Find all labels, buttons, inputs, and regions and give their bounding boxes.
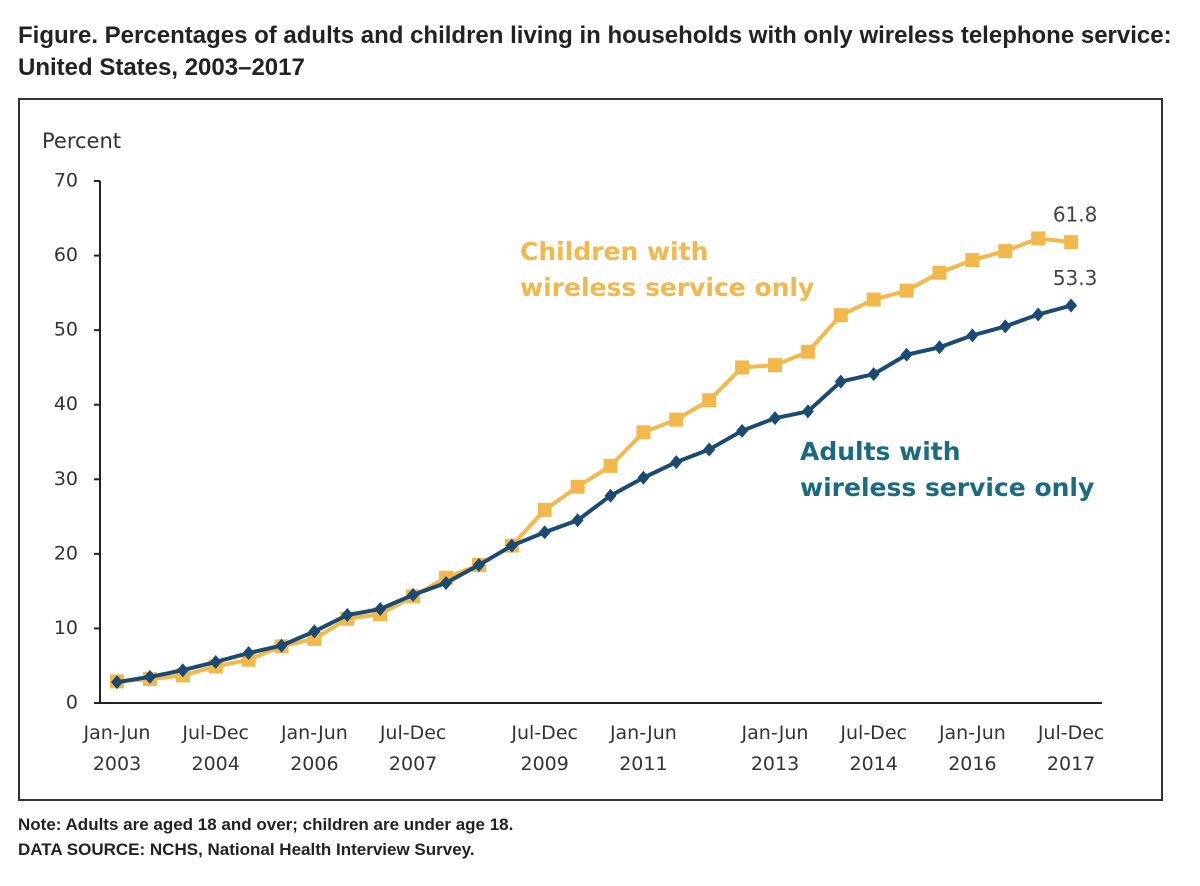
data-point: [866, 292, 881, 307]
x-tick-label: Jul-Dec 2014: [840, 722, 907, 775]
data-point: [472, 558, 485, 573]
data-point: [801, 404, 814, 419]
data-point: [965, 253, 980, 268]
annotation: wireless service only: [800, 473, 1094, 502]
data-point: [1031, 231, 1046, 246]
data-point: [800, 344, 815, 359]
data-point: [571, 513, 584, 528]
y-tick-label: 30: [54, 468, 78, 490]
y-tick-label: 50: [54, 319, 78, 341]
data-point: [999, 319, 1012, 334]
data-point: [570, 479, 585, 494]
data-point: [537, 502, 552, 517]
data-point: [736, 423, 749, 438]
data-point: [341, 608, 354, 623]
data-point: [603, 458, 618, 473]
data-point: [143, 669, 156, 684]
y-tick-label: 0: [66, 692, 78, 714]
data-point: [899, 283, 914, 298]
data-point: [702, 393, 717, 408]
data-point: [867, 367, 880, 382]
data-point: [440, 575, 452, 590]
data-label: 61.8: [1053, 203, 1098, 227]
data-point: [176, 663, 189, 678]
data-point: [900, 347, 913, 362]
annotation: wireless service only: [520, 273, 814, 302]
data-point: [769, 411, 781, 426]
data-point: [966, 328, 979, 343]
data-point: [933, 340, 946, 355]
data-point: [374, 602, 387, 617]
data-point: [275, 638, 288, 653]
data-point: [209, 654, 222, 669]
data-point: [538, 525, 551, 540]
x-tick-label: Jan-Jun 2006: [280, 722, 348, 775]
data-point: [670, 455, 683, 470]
data-point: [669, 412, 684, 427]
data-point: [1032, 307, 1045, 322]
data-point: [833, 308, 848, 323]
data-point: [735, 360, 750, 375]
y-tick-label: 60: [54, 244, 78, 266]
data-point: [407, 587, 420, 602]
chart-frame: [18, 98, 1163, 801]
y-axis-label: Percent: [42, 129, 121, 153]
x-tick-label: Jul-Dec 2009: [511, 722, 578, 775]
data-point: [308, 624, 321, 639]
data-point: [505, 538, 518, 553]
data-point: [604, 488, 617, 503]
y-tick-label: 20: [54, 542, 78, 564]
annotation: Adults with: [800, 437, 961, 466]
data-label: 53.3: [1053, 266, 1098, 290]
annotation: Children with: [520, 237, 708, 266]
data-point: [768, 358, 782, 373]
x-tick-label: Jul-Dec 2004: [182, 722, 249, 775]
data-point: [636, 425, 651, 440]
x-tick-label: Jul-Dec 2007: [379, 722, 447, 775]
data-point: [834, 374, 847, 389]
x-tick-label: Jan-Jun 2011: [609, 722, 677, 775]
x-tick-label: Jan-Jun 2016: [938, 722, 1006, 775]
chart-title: Figure. Percentages of adults and childr…: [18, 22, 1172, 81]
x-tick-label: Jul-Dec 2017: [1037, 722, 1105, 775]
data-point: [111, 675, 123, 690]
data-point: [242, 646, 255, 661]
y-tick-label: 40: [54, 393, 78, 415]
series-line: [116, 303, 1072, 685]
data-point: [703, 442, 716, 457]
data-point: [307, 631, 322, 646]
data-point: [1064, 235, 1079, 250]
data-point: [1065, 298, 1078, 313]
data-point: [998, 244, 1013, 259]
note: Note: Adults are aged 18 and over; child…: [18, 815, 514, 834]
source: DATA SOURCE: NCHS, National Health Inter…: [18, 840, 475, 859]
y-tick-label: 70: [54, 170, 78, 192]
y-tick-label: 10: [54, 617, 78, 639]
data-point: [932, 265, 947, 280]
data-point: [637, 470, 650, 485]
x-tick-label: Jan-Jun 2013: [741, 722, 809, 775]
x-tick-label: Jan-Jun 2003: [83, 722, 151, 775]
